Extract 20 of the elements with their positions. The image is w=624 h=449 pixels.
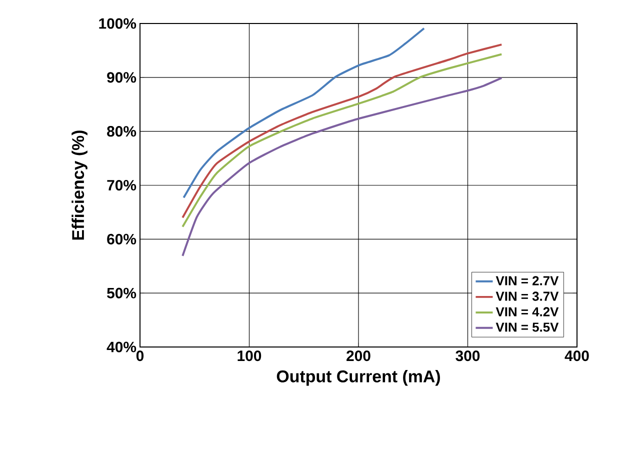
x-axis-title: Output Current (mA) bbox=[276, 370, 440, 386]
x-tick-label: 300 bbox=[456, 350, 480, 362]
x-tick-label: 200 bbox=[346, 350, 370, 362]
y-tick-label: 70% bbox=[107, 180, 136, 191]
y-tick-label: 80% bbox=[107, 126, 136, 137]
line-series bbox=[182, 76, 503, 257]
legend-label: VIN = 4.2V bbox=[496, 307, 559, 316]
line-series bbox=[182, 27, 426, 199]
legend-label: VIN = 5.5V bbox=[496, 322, 559, 332]
x-tick-label: 100 bbox=[238, 350, 262, 362]
legend-label: VIN = 2.7V bbox=[496, 276, 559, 286]
y-tick-label: 90% bbox=[107, 72, 136, 83]
y-tick-label: 60% bbox=[107, 234, 136, 244]
x-tick-label: 0 bbox=[136, 350, 144, 362]
y-tick-label: 40% bbox=[106, 342, 136, 352]
x-tick-label: 400 bbox=[564, 350, 589, 362]
y-tick-label: 50% bbox=[107, 288, 136, 298]
legend-label: VIN = 3.7V bbox=[496, 292, 559, 301]
y-tick-label: 100% bbox=[99, 18, 136, 29]
y-axis-title: Efficiency (%) bbox=[72, 130, 88, 240]
